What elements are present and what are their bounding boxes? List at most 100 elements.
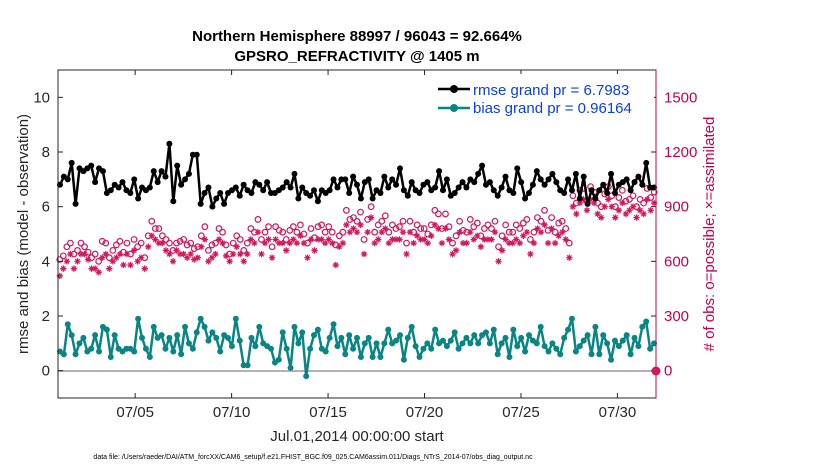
obs-assimilated-point [84,256,92,263]
rmse-point [185,170,192,177]
rmse-point [635,173,642,180]
obs-possible-point [105,254,113,262]
obs-assimilated-point [530,239,538,247]
obs-possible-point [335,232,343,240]
bias-point [330,321,337,328]
obs-possible-point [123,239,131,247]
obs-assimilated-point [247,236,255,243]
bias-point [643,318,650,325]
bias-point [447,337,454,344]
rmse-point [592,195,599,202]
rmse-point [166,140,173,147]
bias-point [111,332,118,339]
obs-assimilated-point [467,228,474,236]
bias-point [553,345,560,352]
bias-point [393,337,400,344]
bias-point [647,345,654,352]
obs-assimilated-point [513,236,520,243]
bias-point [197,315,204,322]
obs-assimilated-point [233,243,240,250]
bias-point [365,334,372,341]
obs-possible-point [558,217,566,225]
obs-possible-point [293,228,301,236]
obs-possible-point [63,243,71,251]
rmse-point [451,190,458,196]
obs-possible-point [212,239,219,247]
bias-point [494,351,501,358]
bias-point [490,326,497,333]
bias-point [338,334,345,341]
obs-assimilated-point [329,239,336,247]
rmse-point [408,179,415,186]
rmse-point [283,179,290,186]
rmse-point [424,179,431,186]
bias-point [533,340,540,347]
obs-assimilated-point [268,254,276,261]
obs-possible-point [509,228,517,236]
bias-point [158,332,165,339]
obs-possible-point [66,239,74,247]
obs-assimilated-point [307,236,315,243]
bias-point [451,329,458,336]
obs-assimilated-point [474,232,481,240]
obs-assimilated-point [109,258,117,265]
obs-possible-point [357,208,364,216]
rmse-point [240,181,247,188]
obs-assimilated-point [244,250,251,258]
obs-assimilated-point [364,228,371,236]
obs-possible-point [158,232,166,240]
obs-possible-point [636,195,644,203]
obs-assimilated-point [403,250,410,258]
obs-possible-point [134,243,142,251]
obs-possible-point [81,243,88,251]
obs-assimilated-point [99,254,106,261]
obs-assimilated-point [435,225,442,232]
bias-point [443,343,450,350]
rmse-point [529,181,536,188]
bias-point [615,343,622,350]
bias-point [350,345,357,352]
obs-assimilated-point [120,261,127,269]
rmse-point [389,176,396,183]
obs-possible-point [339,228,347,236]
obs-assimilated-point [619,199,626,207]
obs-assimilated-point [261,239,269,247]
obs-possible-point [173,239,180,247]
obs-possible-point [190,245,198,252]
bias-point [369,354,376,360]
obs-possible-point [91,250,99,258]
legend: rmse grand pr = 6.7983 bias grand pr = 0… [432,74,654,118]
rmse-point [561,190,568,196]
bias-point [252,343,259,350]
obs-assimilated-point [385,239,393,247]
obs-assimilated-point [608,203,615,210]
y-axis-label-right: # of obs: o=possible; ×=assimilated [701,117,718,352]
obs-possible-point [417,225,425,232]
bias-point [525,332,532,339]
rmse-point [158,168,165,175]
obs-assimilated-point [95,269,102,276]
rmse-point [209,203,216,210]
rmse-point [631,179,638,186]
bias-point [580,337,587,344]
obs-possible-point [74,246,81,254]
x-tick-label: 07/05 [116,404,154,421]
obs-possible-point [265,223,272,231]
rmse-point [580,173,587,180]
obs-assimilated-point [183,254,191,261]
left-tick-label: 4 [42,253,50,270]
obs-possible-point [350,214,357,222]
rmse-point [174,162,181,169]
obs-possible-point [353,217,361,225]
bias-point [600,332,607,339]
rmse-point [514,165,521,172]
obs-possible-point [367,203,375,211]
obs-possible-point [431,206,439,214]
obs-assimilated-point [201,236,209,243]
bias-point [162,345,169,352]
bias-point [596,351,603,358]
obs-possible-point [289,223,297,231]
rmse-point [498,184,505,191]
obs-possible-point [311,234,318,242]
obs-possible-point [360,236,368,243]
